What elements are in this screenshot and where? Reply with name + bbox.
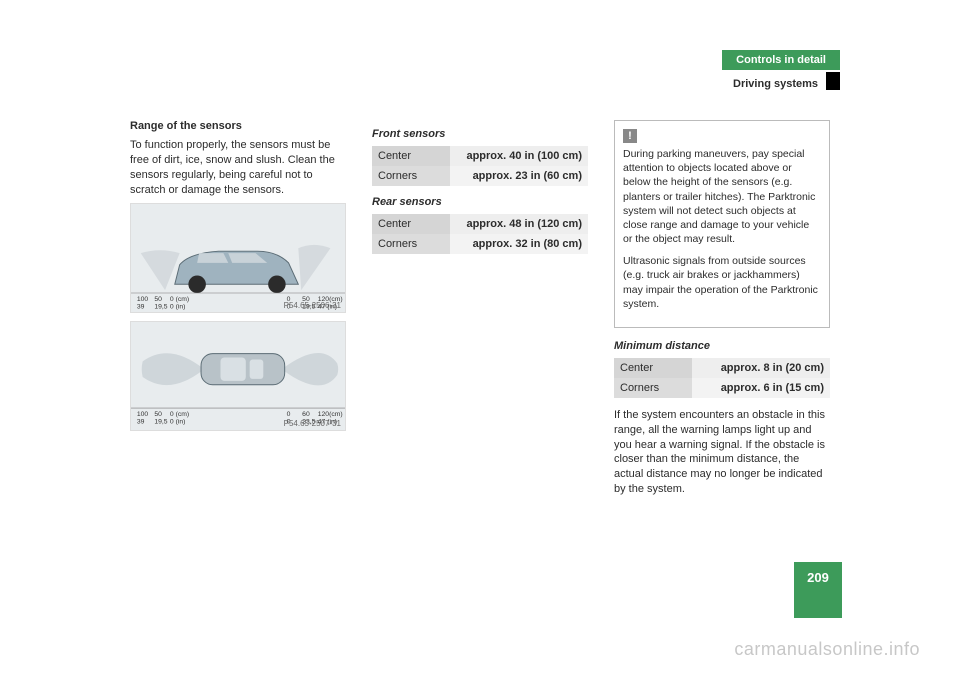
table-cell-value: approx. 40 in (100 cm)	[450, 146, 588, 166]
table-cell-value: approx. 6 in (15 cm)	[692, 378, 830, 398]
page-body: Range of the sensors To function properl…	[130, 60, 830, 503]
page-number: 209	[794, 562, 842, 618]
d1-lcm1: 50	[154, 296, 162, 303]
table-cell-label: Corners	[372, 234, 450, 254]
watermark: carmanualsonline.info	[734, 639, 920, 660]
range-heading: Range of the sensors	[130, 120, 346, 132]
diagram2-ref: P54.65-2507-31	[284, 419, 341, 428]
table-cell-label: Corners	[372, 166, 450, 186]
minimum-distance-table: Center approx. 8 in (20 cm) Corners appr…	[614, 358, 830, 398]
d2-lin1: 19,5	[154, 419, 167, 426]
d1-lin0: 39	[137, 304, 145, 311]
d2-rcm0: 0	[287, 411, 291, 418]
table-row: Corners approx. 32 in (80 cm)	[372, 234, 588, 254]
d1-lcm2: 0 (cm)	[170, 296, 189, 303]
table-cell-value: approx. 8 in (20 cm)	[692, 358, 830, 378]
warning-icon: !	[623, 129, 637, 143]
d1-lin1: 19,5	[154, 304, 167, 311]
notice-paragraph-1: During parking maneuvers, pay special at…	[623, 147, 821, 246]
diagram-top-view: 100 50 0 (cm) 39 19,5 0 (in) 0 60 120(cm…	[130, 321, 346, 431]
d2-lcm0: 100	[137, 411, 149, 418]
d1-lcm0: 100	[137, 296, 149, 303]
table-cell-value: approx. 23 in (60 cm)	[450, 166, 588, 186]
table-cell-label: Center	[614, 358, 692, 378]
minimum-distance-title: Minimum distance	[614, 340, 830, 352]
d2-rcm1: 60	[302, 411, 310, 418]
d2-rcm2: 120(cm)	[318, 411, 343, 418]
front-sensors-table: Center approx. 40 in (100 cm) Corners ap…	[372, 146, 588, 186]
d2-lin0: 39	[137, 419, 145, 426]
diagram1-ref: P54.65-2506-31	[284, 301, 341, 310]
d2-lcm2: 0 (cm)	[170, 411, 189, 418]
table-cell-label: Center	[372, 146, 450, 166]
table-cell-value: approx. 48 in (120 cm)	[450, 214, 588, 234]
table-row: Corners approx. 23 in (60 cm)	[372, 166, 588, 186]
diagram-side-view: 100 50 0 (cm) 39 19,5 0 (in) 0 50 120(cm…	[130, 203, 346, 313]
three-column-layout: Range of the sensors To function properl…	[130, 120, 830, 503]
d2-lcm1: 50	[154, 411, 162, 418]
table-cell-value: approx. 32 in (80 cm)	[450, 234, 588, 254]
notice-box: ! During parking maneuvers, pay special …	[614, 120, 830, 328]
column-left: Range of the sensors To function properl…	[130, 120, 346, 503]
table-cell-label: Center	[372, 214, 450, 234]
minimum-distance-tail: If the system encounters an obstacle in …	[614, 408, 830, 497]
table-row: Center approx. 48 in (120 cm)	[372, 214, 588, 234]
table-cell-label: Corners	[614, 378, 692, 398]
front-sensors-title: Front sensors	[372, 128, 588, 140]
page-number-text: 209	[807, 570, 829, 585]
table-row: Center approx. 40 in (100 cm)	[372, 146, 588, 166]
column-right: ! During parking maneuvers, pay special …	[614, 120, 830, 503]
table-row: Corners approx. 6 in (15 cm)	[614, 378, 830, 398]
rear-sensors-table: Center approx. 48 in (120 cm) Corners ap…	[372, 214, 588, 254]
d2-lin2: 0 (in)	[170, 419, 186, 426]
notice-paragraph-2: Ultrasonic signals from outside sources …	[623, 254, 821, 311]
table-row: Center approx. 8 in (20 cm)	[614, 358, 830, 378]
d1-lin2: 0 (in)	[170, 304, 186, 311]
rear-sensors-title: Rear sensors	[372, 196, 588, 208]
range-body: To function properly, the sensors must b…	[130, 138, 346, 197]
column-middle: Front sensors Center approx. 40 in (100 …	[372, 120, 588, 503]
